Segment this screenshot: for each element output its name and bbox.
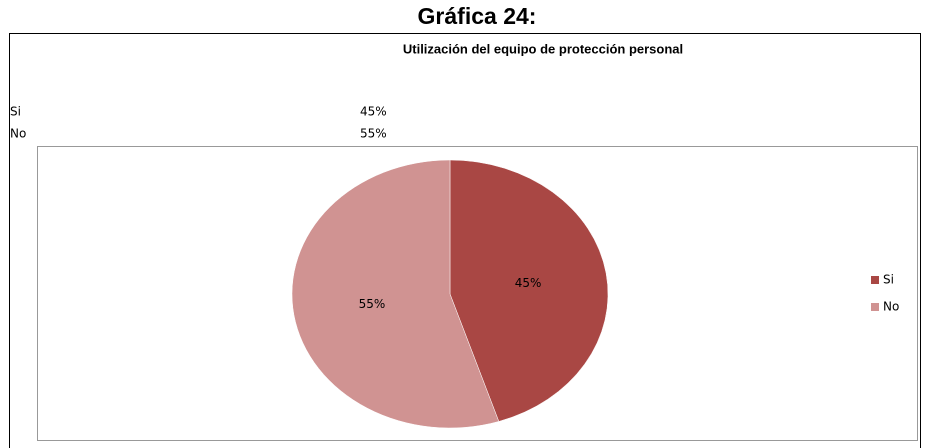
chart-title: Utilización del equipo de protección per… (403, 41, 683, 56)
data-label: 45% (515, 276, 542, 290)
pie-slice (291, 159, 500, 429)
table-category: No (10, 127, 26, 141)
legend-swatch (871, 303, 879, 311)
legend-label: No (883, 300, 899, 314)
legend-swatch (871, 276, 879, 284)
table-value: 55% (360, 127, 387, 141)
heading: Gráfica 24: (418, 3, 537, 29)
table-category: Si (10, 105, 21, 119)
table-value: 45% (360, 105, 387, 119)
legend-label: Si (883, 273, 894, 287)
outer-frame (9, 33, 921, 448)
data-label: 55% (359, 297, 386, 311)
pie-slice (449, 159, 609, 422)
